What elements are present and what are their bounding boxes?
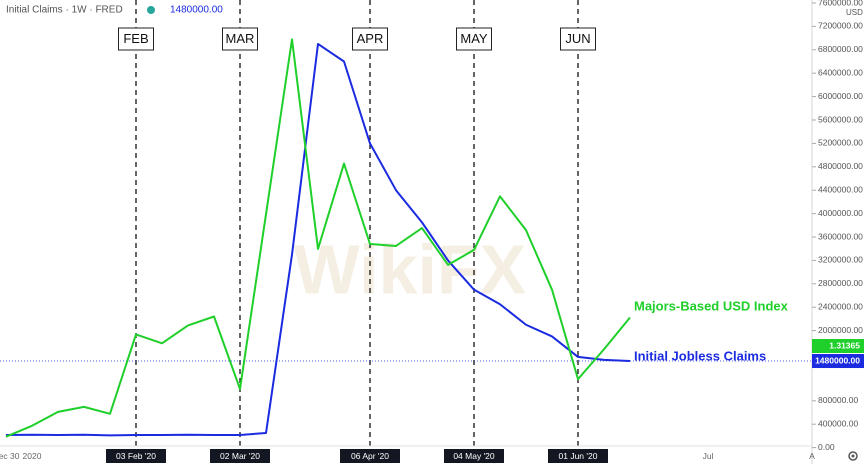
y-tick-label: 400000.00 xyxy=(818,418,858,428)
y-tick-label: 2800000.00 xyxy=(818,278,863,288)
price-badge xyxy=(812,339,864,353)
x-label-box xyxy=(210,449,270,463)
chart-title: Initial Claims · 1W · FRED xyxy=(6,5,123,16)
y-tick-label: 6800000.00 xyxy=(818,44,863,54)
series-line xyxy=(5,42,631,437)
x-tick-label: 06 Apr '20 xyxy=(351,451,389,461)
x-tick-label: 03 Feb '20 xyxy=(116,451,156,461)
marker-label: APR xyxy=(357,31,384,46)
y-tick-label: 5600000.00 xyxy=(818,114,863,124)
x-tick-label: 2020 xyxy=(23,451,42,461)
y-tick-label: 6400000.00 xyxy=(818,67,863,77)
y-tick-label: 7200000.00 xyxy=(818,21,863,31)
price-badge xyxy=(812,354,864,369)
axis-unit: USD xyxy=(846,8,863,17)
x-tick-label: 04 May '20 xyxy=(453,451,495,461)
marker-label: JUN xyxy=(565,31,590,46)
price-badge-label: 1.31365 xyxy=(829,340,860,350)
plot: WikiFX FEB MAR APR MAY JUN Majors-Based USD In… xyxy=(0,0,812,446)
y-tick-label: 3200000.00 xyxy=(818,255,863,265)
settings-icon[interactable] xyxy=(848,451,858,461)
y-tick-label: 5200000.00 xyxy=(818,138,863,148)
y-tick-label: 2000000.00 xyxy=(818,325,863,335)
legend-label: Initial Jobless Claims xyxy=(634,348,766,363)
x-tick-label: 01 Jun '20 xyxy=(559,451,598,461)
marker-box xyxy=(118,27,154,51)
y-tick-label: 3600000.00 xyxy=(818,231,863,241)
x-label-box xyxy=(444,449,504,463)
y-tick-label: 7600000.00 xyxy=(818,0,863,7)
x-tick-label: Dec 30 xyxy=(0,451,20,461)
status-dot xyxy=(147,6,155,14)
y-tick-label: 0.00 xyxy=(818,442,835,452)
y-tick-label: 800000.00 xyxy=(818,395,858,405)
marker-box xyxy=(456,27,492,51)
marker-label: MAY xyxy=(460,31,488,46)
price-badge-label: 1480000.00 xyxy=(815,355,860,365)
watermark: WikiFX xyxy=(294,230,527,308)
marker-label: FEB xyxy=(123,31,148,46)
y-tick-label: 4400000.00 xyxy=(818,184,863,194)
marker-label: MAR xyxy=(226,31,255,46)
y-tick-label: 6000000.00 xyxy=(818,91,863,101)
x-tick-label: A xyxy=(809,451,815,461)
y-tick-label: 4000000.00 xyxy=(818,208,863,218)
series-line xyxy=(5,38,631,438)
x-tick-label: 02 Mar '20 xyxy=(220,451,260,461)
legend-label: Majors-Based USD Index xyxy=(634,298,789,313)
y-tick-label: 4800000.00 xyxy=(818,161,863,171)
marker-box xyxy=(222,27,258,51)
x-label-box xyxy=(106,449,166,463)
header-value: 1480000.00 xyxy=(170,5,223,16)
y-tick-label: 2400000.00 xyxy=(818,301,863,311)
marker-box xyxy=(560,27,596,51)
x-label-box xyxy=(548,449,608,463)
x-label-box xyxy=(340,449,400,463)
marker-box xyxy=(352,27,388,51)
x-tick-label: Jul xyxy=(703,451,714,461)
